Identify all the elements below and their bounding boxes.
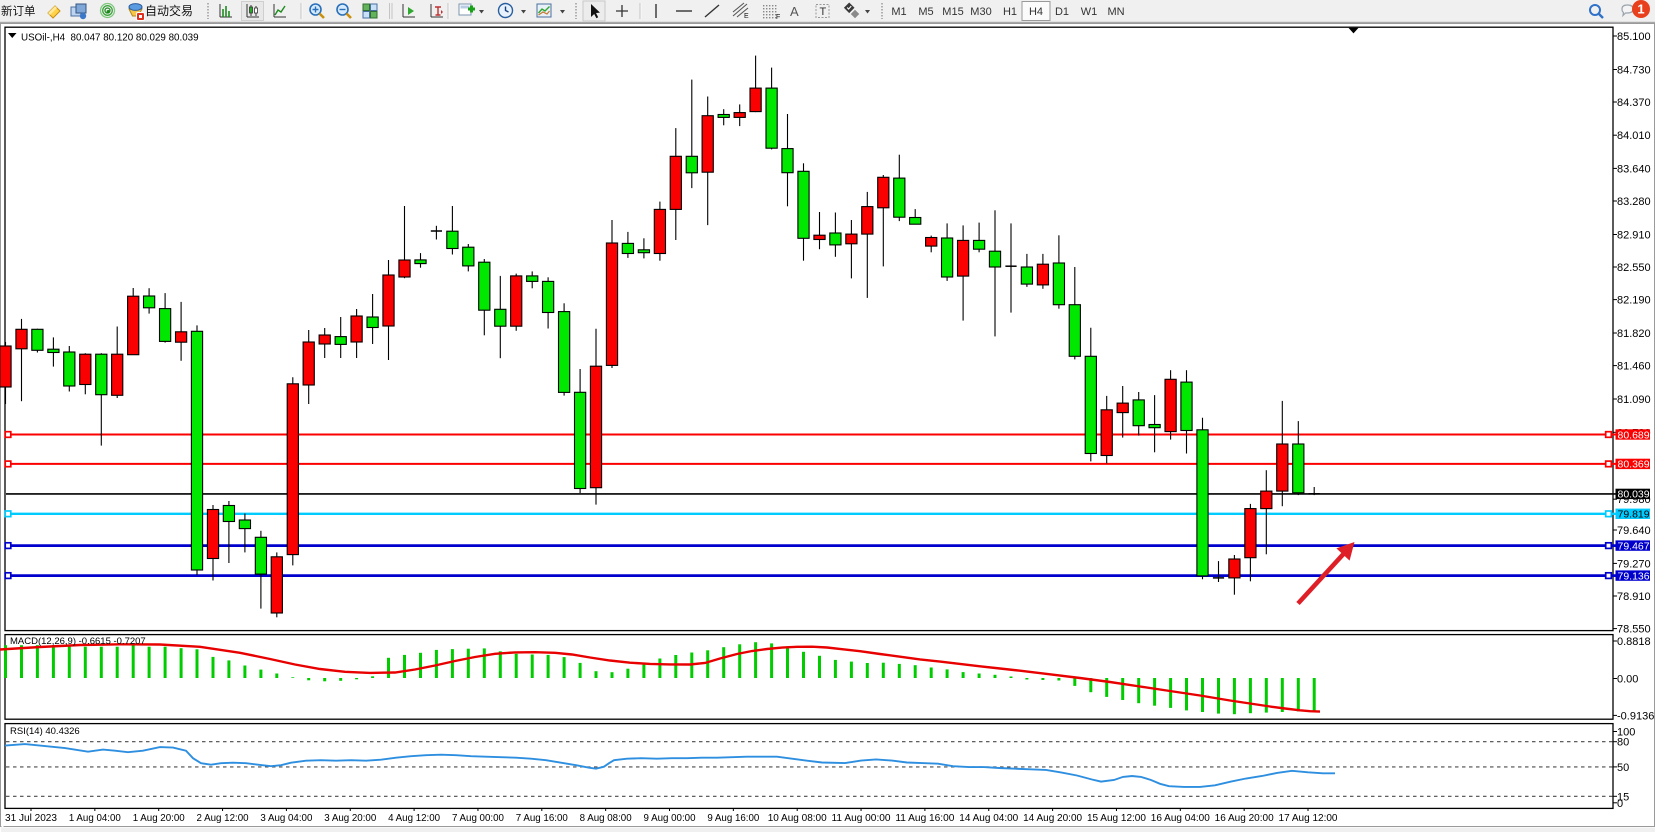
svg-text:79.819: 79.819 <box>1618 509 1650 521</box>
svg-text:M1: M1 <box>891 6 906 18</box>
svg-text:15: 15 <box>1617 791 1629 803</box>
svg-text:10 Aug 08:00: 10 Aug 08:00 <box>768 813 827 824</box>
svg-text:16 Aug 04:00: 16 Aug 04:00 <box>1151 813 1210 824</box>
svg-text:83.640: 83.640 <box>1617 163 1651 175</box>
svg-text:82.910: 82.910 <box>1617 230 1651 242</box>
svg-text:82.190: 82.190 <box>1617 295 1651 307</box>
svg-text:15 Aug 12:00: 15 Aug 12:00 <box>1087 813 1146 824</box>
svg-text:11 Aug 00:00: 11 Aug 00:00 <box>832 813 891 824</box>
svg-text:14 Aug 04:00: 14 Aug 04:00 <box>959 813 1018 824</box>
svg-text:W1: W1 <box>1081 6 1098 18</box>
svg-text:78.550: 78.550 <box>1617 624 1651 636</box>
svg-text:M15: M15 <box>942 6 963 18</box>
svg-text:1 Aug 20:00: 1 Aug 20:00 <box>133 813 185 824</box>
svg-text:M30: M30 <box>970 6 991 18</box>
svg-text:80.689: 80.689 <box>1618 429 1650 441</box>
svg-text:RSI(14) 40.4326: RSI(14) 40.4326 <box>10 726 80 737</box>
svg-text:100: 100 <box>1617 727 1635 739</box>
svg-text:2 Aug 12:00: 2 Aug 12:00 <box>197 813 249 824</box>
svg-text:D1: D1 <box>1055 6 1069 18</box>
svg-text:USOil-,H4 80.047 80.120 80.02: USOil-,H4 80.047 80.120 80.029 80.039 <box>21 33 199 44</box>
svg-text:0.8818: 0.8818 <box>1617 636 1651 648</box>
svg-text:79.136: 79.136 <box>1618 570 1650 582</box>
svg-text:F: F <box>776 14 780 21</box>
svg-text:16 Aug 20:00: 16 Aug 20:00 <box>1215 813 1274 824</box>
svg-text:4 Aug 12:00: 4 Aug 12:00 <box>388 813 440 824</box>
svg-text:MACD(12,26,9) -0.6615 -0.7207: MACD(12,26,9) -0.6615 -0.7207 <box>10 636 146 647</box>
svg-text:3 Aug 20:00: 3 Aug 20:00 <box>324 813 376 824</box>
svg-text:E: E <box>744 13 749 20</box>
svg-text:85.100: 85.100 <box>1617 31 1651 43</box>
svg-text:A: A <box>790 4 799 19</box>
svg-text:50: 50 <box>1617 762 1629 774</box>
svg-text:3 Aug 04:00: 3 Aug 04:00 <box>260 813 312 824</box>
svg-text:17 Aug 12:00: 17 Aug 12:00 <box>1279 813 1338 824</box>
svg-text:81.460: 81.460 <box>1617 361 1651 373</box>
svg-text:80.369: 80.369 <box>1618 459 1650 471</box>
svg-text:79.270: 79.270 <box>1617 558 1651 570</box>
svg-text:0: 0 <box>1617 798 1623 810</box>
svg-text:H4: H4 <box>1029 6 1043 18</box>
svg-text:-0.9136: -0.9136 <box>1617 710 1654 722</box>
svg-text:81.090: 81.090 <box>1617 394 1651 406</box>
svg-text:T: T <box>820 6 827 18</box>
svg-text:7 Aug 00:00: 7 Aug 00:00 <box>452 813 504 824</box>
svg-text:79.640: 79.640 <box>1617 525 1651 537</box>
svg-text:84.730: 84.730 <box>1617 65 1651 77</box>
svg-text:1: 1 <box>1637 2 1644 17</box>
svg-text:自动交易: 自动交易 <box>145 3 193 18</box>
svg-text:M5: M5 <box>918 6 933 18</box>
svg-text:11 Aug 16:00: 11 Aug 16:00 <box>895 813 954 824</box>
svg-text:82.550: 82.550 <box>1617 262 1651 274</box>
svg-text:79.467: 79.467 <box>1618 540 1650 552</box>
svg-text:81.820: 81.820 <box>1617 328 1651 340</box>
svg-text:0.00: 0.00 <box>1617 674 1638 686</box>
svg-text:80: 80 <box>1617 737 1629 749</box>
svg-text:14 Aug 20:00: 14 Aug 20:00 <box>1023 813 1082 824</box>
svg-text:H1: H1 <box>1003 6 1017 18</box>
svg-text:9 Aug 00:00: 9 Aug 00:00 <box>644 813 696 824</box>
svg-text:MN: MN <box>1107 6 1124 18</box>
svg-text:80.039: 80.039 <box>1618 489 1650 501</box>
svg-text:新订单: 新订单 <box>1 4 36 18</box>
svg-text:78.910: 78.910 <box>1617 591 1651 603</box>
svg-text:8 Aug 08:00: 8 Aug 08:00 <box>580 813 632 824</box>
svg-text:84.010: 84.010 <box>1617 130 1651 142</box>
svg-text:9 Aug 16:00: 9 Aug 16:00 <box>707 813 759 824</box>
svg-text:83.280: 83.280 <box>1617 196 1651 208</box>
svg-text:31 Jul 2023: 31 Jul 2023 <box>5 813 57 824</box>
svg-text:1 Aug 04:00: 1 Aug 04:00 <box>69 813 121 824</box>
svg-text:84.370: 84.370 <box>1617 97 1651 109</box>
svg-text:7 Aug 16:00: 7 Aug 16:00 <box>516 813 568 824</box>
